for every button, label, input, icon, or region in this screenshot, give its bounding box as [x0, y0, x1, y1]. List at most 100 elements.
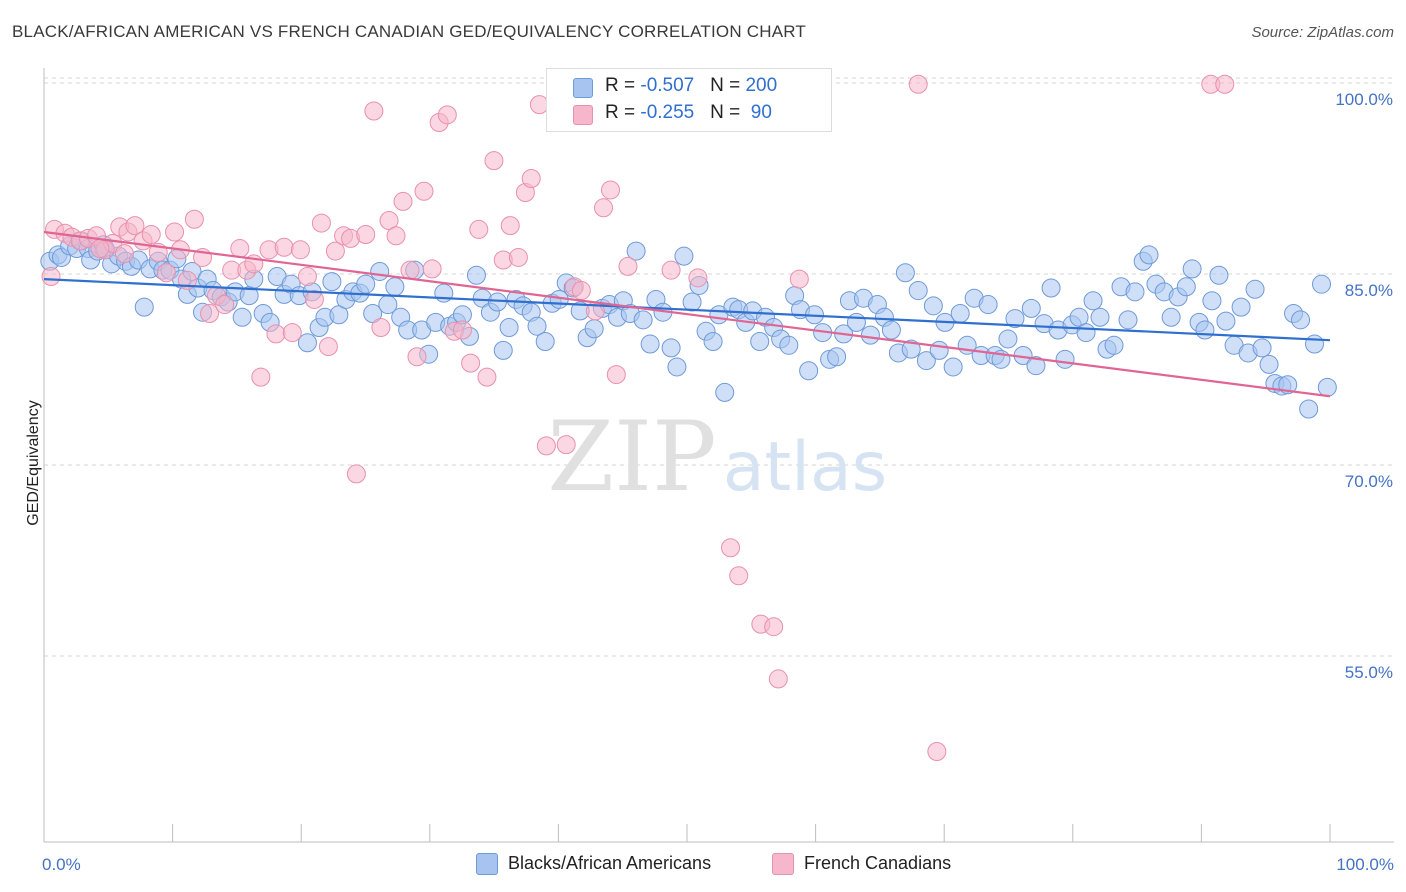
legend-r-value: -0.255: [640, 102, 695, 123]
data-point-blacks: [923, 296, 943, 316]
data-point-blacks: [1305, 334, 1325, 354]
data-point-blacks: [626, 241, 646, 261]
data-point-blacks: [385, 277, 405, 297]
data-point-french: [165, 222, 185, 242]
data-point-french: [571, 281, 591, 301]
data-point-french: [477, 367, 497, 387]
data-point-blacks: [535, 331, 555, 351]
data-point-french: [364, 101, 384, 121]
data-point-blacks: [881, 320, 901, 340]
data-point-french: [184, 209, 204, 229]
data-point-blacks: [998, 329, 1018, 349]
source-label: Source: ZipAtlas.com: [1251, 24, 1394, 41]
data-point-blacks: [1182, 259, 1202, 279]
legend-n-label: N =: [710, 75, 746, 96]
data-point-french: [156, 263, 176, 283]
x-tick-label-min: 0.0%: [42, 855, 81, 874]
data-point-blacks: [703, 331, 723, 351]
data-point-blacks: [1161, 307, 1181, 327]
data-point-blacks: [1083, 291, 1103, 311]
data-point-french: [325, 241, 345, 261]
data-point-blacks: [363, 303, 383, 323]
data-point-french: [311, 213, 331, 233]
data-point-french: [386, 226, 406, 246]
data-point-french: [721, 538, 741, 558]
data-point-french: [282, 323, 302, 343]
data-point-blacks: [1026, 356, 1046, 376]
y-tick-label: 85.0%: [1345, 281, 1393, 300]
data-point-french: [600, 180, 620, 200]
grid-lines: [44, 77, 1394, 657]
data-point-french: [274, 237, 294, 257]
legend-r-label: R =: [605, 75, 641, 96]
data-point-french: [618, 256, 638, 276]
data-point-french: [407, 347, 427, 367]
data-point-french: [400, 260, 420, 280]
data-point-french: [688, 268, 708, 288]
legend-n-value: 90: [745, 102, 772, 123]
data-point-blacks: [1216, 311, 1236, 331]
legend-r-label: R =: [605, 102, 641, 123]
bottom-legend-swatch-blue: [476, 853, 498, 875]
data-point-blacks: [633, 310, 653, 330]
data-point-french: [318, 337, 338, 357]
data-point-french: [452, 320, 472, 340]
data-point-blacks: [682, 292, 702, 312]
legend-r-value: -0.507: [640, 75, 695, 96]
data-point-blacks: [1118, 310, 1138, 330]
data-point-blacks: [1231, 297, 1251, 317]
data-point-french: [266, 324, 286, 344]
legend-swatch-pink: [573, 105, 593, 125]
data-point-french: [606, 365, 626, 385]
y-axis-label: GED/Equivalency: [25, 400, 42, 525]
watermark: ZIP atlas: [547, 401, 887, 513]
data-point-blacks: [943, 357, 963, 377]
data-point-blacks: [901, 339, 921, 359]
data-point-blacks: [1104, 335, 1124, 355]
data-point-french: [346, 464, 366, 484]
data-point-blacks: [860, 325, 880, 345]
data-point-blacks: [1195, 320, 1215, 340]
data-points: [40, 74, 1337, 761]
stats-legend: R = -0.507 N = 200 R = -0.255 N = 90: [546, 68, 832, 132]
data-point-french: [297, 267, 317, 287]
data-point-blacks: [950, 303, 970, 323]
data-point-french: [469, 219, 489, 239]
data-point-blacks: [1312, 274, 1332, 294]
data-point-blacks: [1291, 310, 1311, 330]
data-point-blacks: [667, 357, 687, 377]
data-point-blacks: [322, 272, 342, 292]
data-point-blacks: [1299, 399, 1319, 419]
data-point-blacks: [1076, 323, 1096, 343]
data-point-blacks: [1005, 309, 1025, 329]
data-point-blacks: [895, 263, 915, 283]
data-point-french: [908, 74, 928, 94]
data-point-blacks: [799, 361, 819, 381]
data-point-blacks: [466, 265, 486, 285]
data-point-blacks: [674, 246, 694, 266]
data-point-french: [414, 181, 434, 201]
data-point-blacks: [1202, 291, 1222, 311]
data-point-french: [422, 259, 442, 279]
data-point-french: [230, 239, 250, 259]
data-point-blacks: [1041, 278, 1061, 298]
data-point-french: [521, 169, 541, 188]
y-tick-label: 70.0%: [1345, 472, 1393, 491]
data-point-blacks: [846, 312, 866, 332]
data-point-blacks: [1317, 377, 1337, 397]
data-point-french: [114, 244, 134, 264]
data-point-blacks: [827, 347, 847, 367]
data-point-french: [508, 247, 528, 267]
data-point-french: [484, 151, 504, 171]
watermark-atlas: atlas: [723, 428, 887, 507]
data-point-blacks: [908, 281, 928, 301]
data-point-blacks: [1090, 307, 1110, 327]
data-point-blacks: [356, 274, 376, 294]
data-point-french: [1215, 74, 1235, 94]
data-point-blacks: [1245, 279, 1265, 299]
axes: [43, 68, 1394, 843]
data-point-french: [251, 367, 271, 387]
bottom-legend-label: Blacks/African Americans: [508, 853, 712, 873]
data-point-french: [500, 216, 520, 236]
